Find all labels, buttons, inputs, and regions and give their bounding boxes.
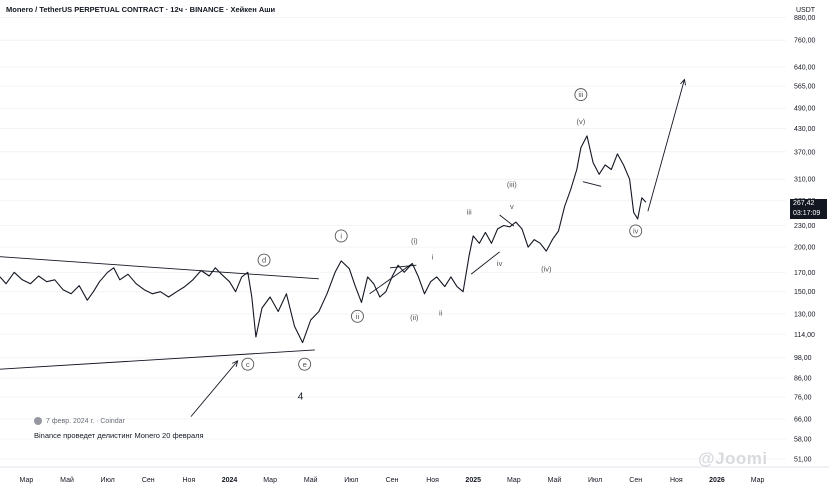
news-meta: 7 февр. 2024 г. · Coindar bbox=[34, 417, 204, 425]
y-tick-label: 760,00 bbox=[794, 38, 816, 45]
wave-label-circle bbox=[298, 357, 312, 371]
wave-label: ii bbox=[439, 308, 443, 317]
wave-label: (ii) bbox=[410, 313, 419, 322]
wave-label: 4 bbox=[298, 392, 304, 403]
wave-label: iii bbox=[467, 208, 472, 217]
trendline bbox=[470, 251, 500, 275]
x-tick-label: Май bbox=[548, 476, 562, 484]
x-tick-label: Мар bbox=[20, 477, 34, 484]
y-tick-label: 76,00 bbox=[794, 395, 812, 402]
wave-label: iv bbox=[633, 227, 639, 236]
x-tick-label: Сен bbox=[142, 477, 155, 484]
wave-label-circle bbox=[351, 309, 364, 323]
y-tick-label: 58,00 bbox=[794, 436, 812, 443]
news-headline[interactable]: Binance проведет делистинг Monero 20 фев… bbox=[34, 431, 204, 440]
trendline bbox=[389, 264, 417, 269]
wave-label: c bbox=[246, 360, 250, 369]
wave-label: (v) bbox=[576, 117, 585, 126]
wave-label-circle bbox=[629, 224, 643, 238]
x-tick-label: Сен bbox=[629, 477, 642, 484]
x-tick-label: Ноя bbox=[670, 477, 683, 484]
current-price-badge: 267,42 03:17:09 bbox=[790, 199, 827, 219]
y-tick-label: 230,00 bbox=[794, 223, 816, 230]
x-tick-label: Июл bbox=[588, 477, 602, 484]
arrow-up-left-head bbox=[231, 360, 239, 367]
x-tick-label: 2026 bbox=[709, 477, 725, 484]
trendline bbox=[0, 349, 315, 370]
wave-label-circle bbox=[334, 229, 348, 243]
x-tick-label: Июл bbox=[344, 477, 358, 484]
y-tick-label: 86,00 bbox=[794, 375, 812, 382]
wave-label: i bbox=[340, 232, 342, 241]
wave-label-circle bbox=[574, 88, 588, 102]
y-tick-label: 130,00 bbox=[794, 311, 816, 318]
trendline bbox=[0, 256, 319, 280]
x-tick-label: Июл bbox=[101, 477, 115, 484]
x-tick-label: Ноя bbox=[183, 477, 196, 484]
x-tick-label: 2024 bbox=[222, 477, 238, 484]
y-tick-label: 114,00 bbox=[794, 332, 815, 339]
x-tick-label: Май bbox=[304, 476, 318, 484]
y-tick-label: 310,00 bbox=[794, 177, 816, 184]
y-tick-label: 170,00 bbox=[794, 270, 816, 277]
chart-title: Monero / TetherUS PERPETUAL CONTRACT · 1… bbox=[6, 5, 276, 14]
y-tick-label: 370,00 bbox=[794, 149, 816, 156]
arrow-projection-head bbox=[680, 78, 686, 86]
person-icon bbox=[34, 417, 42, 425]
wave-label: i bbox=[432, 252, 434, 261]
wave-label-circle bbox=[241, 357, 255, 371]
y-tick-label: 200,00 bbox=[794, 245, 816, 252]
y-tick-label: 640,00 bbox=[794, 64, 816, 71]
wave-label: ii bbox=[356, 312, 360, 321]
y-tick-label: 565,00 bbox=[794, 84, 816, 91]
y-tick-label: 880,00 bbox=[794, 15, 816, 22]
wave-label: iii bbox=[578, 90, 583, 99]
wave-label: e bbox=[303, 360, 307, 369]
wave-label: iv bbox=[497, 259, 503, 268]
x-tick-label: Мар bbox=[263, 477, 277, 484]
arrow-up-left bbox=[190, 360, 238, 417]
watermark: @Joomi bbox=[698, 449, 768, 468]
news-date-source: 7 февр. 2024 г. · Coindar bbox=[46, 417, 125, 425]
x-tick-label: 2025 bbox=[465, 477, 481, 484]
y-tick-label: 98,00 bbox=[794, 355, 812, 362]
arrow-projection bbox=[647, 79, 685, 212]
y-tick-label: 490,00 bbox=[794, 106, 816, 113]
x-tick-label: Сен bbox=[386, 477, 399, 484]
current-price: 267,42 bbox=[793, 200, 815, 207]
wave-label: (iv) bbox=[541, 264, 552, 273]
trendline bbox=[582, 181, 602, 187]
price-line bbox=[0, 135, 647, 344]
trendline bbox=[499, 214, 515, 227]
wave-label: d bbox=[262, 256, 266, 265]
news-item[interactable]: 7 февр. 2024 г. · Coindar Binance провед… bbox=[34, 417, 204, 440]
wave-label: (iii) bbox=[507, 180, 517, 189]
x-tick-label: Ноя bbox=[426, 477, 439, 484]
wave-label-circle bbox=[257, 253, 271, 267]
y-tick-label: 430,00 bbox=[794, 126, 816, 133]
y-tick-label: 66,00 bbox=[794, 416, 812, 423]
x-tick-label: Мар bbox=[751, 477, 765, 484]
x-tick-label: Май bbox=[60, 476, 74, 484]
wave-label: (i) bbox=[411, 237, 418, 246]
wave-label: v bbox=[510, 202, 514, 211]
currency-label: USDT bbox=[796, 7, 816, 14]
candle-timer: 03:17:09 bbox=[793, 209, 821, 217]
y-tick-label: 51,00 bbox=[794, 456, 812, 463]
x-tick-label: Мар bbox=[507, 477, 521, 484]
y-tick-label: 150,00 bbox=[794, 289, 816, 296]
